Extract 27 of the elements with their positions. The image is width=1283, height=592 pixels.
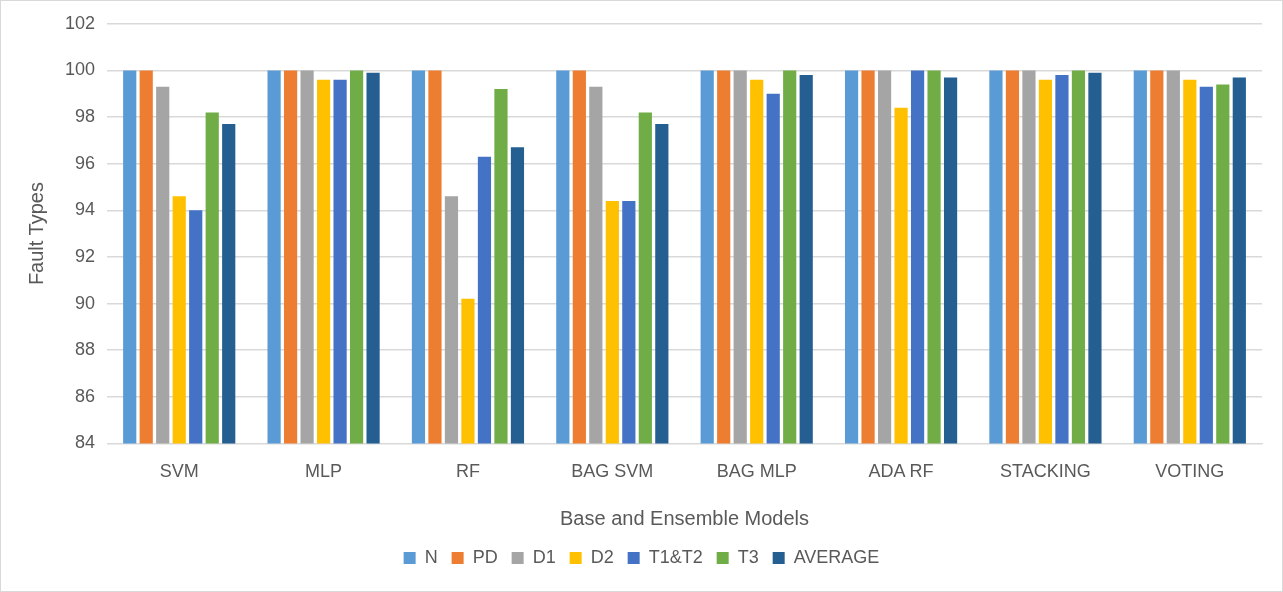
y-tick-label: 84: [75, 432, 96, 453]
x-tick-label: MLP: [305, 461, 343, 482]
y-tick-label: 102: [64, 12, 96, 33]
x-tick-label: VOTING: [1155, 461, 1225, 482]
legend-label: AVERAGE: [793, 546, 880, 567]
x-tick-label: BAG MLP: [716, 461, 797, 482]
x-tick-label: RF: [455, 461, 480, 482]
legend-label: D1: [532, 546, 556, 567]
y-tick-label: 100: [64, 59, 96, 80]
y-tick-label: 86: [75, 385, 96, 406]
legend-label: PD: [472, 546, 498, 567]
y-tick-label: 98: [75, 106, 96, 127]
x-tick-label: STACKING: [1000, 461, 1091, 482]
y-axis-title: Fault Types: [24, 182, 47, 286]
y-tick-label: 90: [75, 292, 96, 313]
y-tick-label: 92: [75, 245, 96, 266]
x-tick-label: SVM: [159, 461, 199, 482]
y-tick-label: 96: [75, 152, 96, 173]
x-tick-label: BAG SVM: [571, 461, 654, 482]
legend-label: T3: [737, 546, 759, 567]
y-tick-label: 94: [75, 199, 96, 220]
y-tick-label: 88: [75, 339, 96, 360]
x-axis-title: Base and Ensemble Models: [559, 506, 810, 529]
x-tick-label: ADA RF: [868, 461, 934, 482]
legend-label: N: [424, 546, 438, 567]
legend-label: T1&T2: [648, 546, 703, 567]
legend-label: D2: [590, 546, 614, 567]
